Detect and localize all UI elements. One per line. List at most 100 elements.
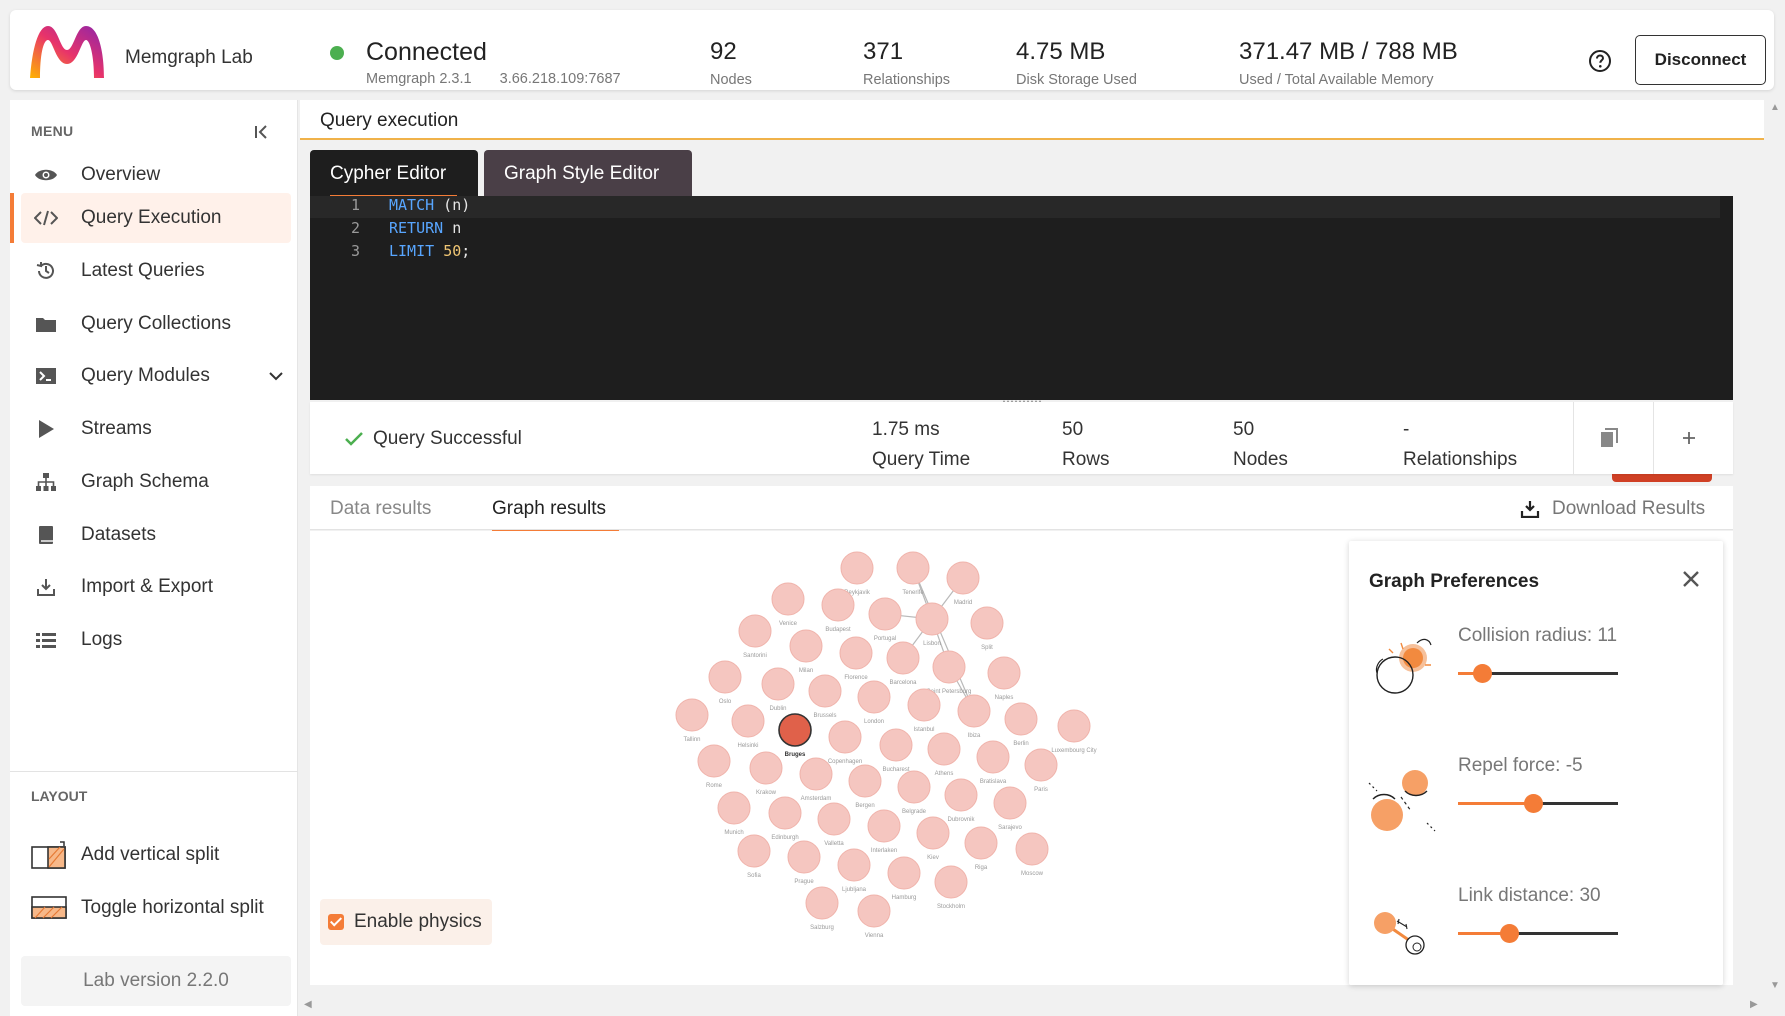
tab-cypher-editor[interactable]: Cypher Editor bbox=[310, 150, 478, 198]
chevron-down-icon[interactable] bbox=[266, 366, 286, 386]
graph-node[interactable] bbox=[717, 791, 751, 825]
graph-node[interactable] bbox=[868, 597, 902, 631]
add-vertical-split-button[interactable]: Add vertical split bbox=[21, 830, 291, 880]
sidebar-item-streams[interactable]: Streams bbox=[21, 404, 291, 454]
download-icon bbox=[1520, 501, 1540, 518]
enable-physics-toggle[interactable]: Enable physics bbox=[320, 899, 492, 945]
graph-node-label: Saint Petersburg bbox=[927, 689, 972, 695]
graph-node[interactable] bbox=[915, 602, 949, 636]
graph-node[interactable] bbox=[817, 802, 851, 836]
sidebar-item-graph-schema[interactable]: Graph Schema bbox=[21, 457, 291, 507]
graph-node-label: Valletta bbox=[824, 841, 844, 847]
link-distance-slider[interactable]: Link distance: 30 bbox=[1349, 885, 1723, 995]
download-results-button[interactable]: Download Results bbox=[1520, 498, 1705, 520]
copy-icon bbox=[1600, 428, 1618, 447]
graph-node[interactable] bbox=[857, 680, 891, 714]
code-editor[interactable]: 1 MATCH (n) 2 RETURN n 3 LIMIT 50; bbox=[310, 196, 1733, 400]
tab-graph-results[interactable]: Graph results bbox=[492, 498, 620, 533]
graph-node[interactable] bbox=[737, 834, 771, 868]
graph-node[interactable] bbox=[848, 764, 882, 798]
graph-canvas[interactable]: Reykjavik Tenerife Madrid Venice Budapest Por… bbox=[310, 531, 1340, 985]
graph-node-label: Split bbox=[981, 645, 993, 651]
graph-node[interactable] bbox=[916, 816, 950, 850]
copy-button[interactable] bbox=[1573, 402, 1643, 474]
graph-node[interactable] bbox=[857, 894, 891, 928]
graph-node[interactable] bbox=[789, 629, 823, 663]
graph-node[interactable] bbox=[708, 660, 742, 694]
graph-node[interactable] bbox=[897, 770, 931, 804]
sidebar-item-import-export[interactable]: Import & Export bbox=[21, 562, 291, 612]
checkbox-checked-icon[interactable] bbox=[328, 914, 344, 930]
graph-node[interactable] bbox=[1004, 702, 1038, 736]
sidebar-item-query-execution[interactable]: Query Execution bbox=[10, 193, 291, 243]
sidebar-item-overview[interactable]: Overview bbox=[21, 150, 291, 200]
sidebar-item-logs[interactable]: Logs bbox=[21, 615, 291, 665]
graph-node[interactable] bbox=[964, 826, 998, 860]
graph-node[interactable] bbox=[934, 865, 968, 899]
graph-node[interactable] bbox=[821, 588, 855, 622]
collapse-sidebar-icon[interactable] bbox=[252, 122, 272, 142]
tab-data-results[interactable]: Data results bbox=[330, 498, 432, 519]
graph-node[interactable] bbox=[749, 751, 783, 785]
graph-node[interactable] bbox=[1024, 748, 1058, 782]
graph-node[interactable] bbox=[837, 848, 871, 882]
query-editor: Cypher Editor Graph Style Editor 1 MATCH… bbox=[310, 150, 1733, 482]
graph-node-label: Rome bbox=[706, 783, 723, 789]
disconnect-button[interactable]: Disconnect bbox=[1635, 35, 1766, 85]
graph-node[interactable] bbox=[976, 740, 1010, 774]
graph-node[interactable] bbox=[787, 840, 821, 874]
graph-node[interactable] bbox=[799, 757, 833, 791]
slider-thumb[interactable] bbox=[1500, 924, 1520, 943]
graph-node[interactable] bbox=[867, 809, 901, 843]
horizontal-scrollbar[interactable]: ◀ ▶ bbox=[300, 995, 1764, 1016]
graph-node[interactable] bbox=[879, 728, 913, 762]
graph-preferences-panel: Graph Preferences Collision radius: 11 bbox=[1349, 541, 1723, 985]
graph-node[interactable] bbox=[944, 778, 978, 812]
graph-node[interactable] bbox=[778, 713, 812, 747]
graph-node[interactable] bbox=[768, 796, 802, 830]
graph-node[interactable] bbox=[1015, 832, 1049, 866]
tab-graph-style-editor[interactable]: Graph Style Editor bbox=[484, 150, 692, 198]
graph-node[interactable] bbox=[946, 561, 980, 595]
graph-node[interactable] bbox=[970, 606, 1004, 640]
graph-node[interactable] bbox=[738, 614, 772, 648]
query-status: Query Successful bbox=[344, 428, 522, 450]
graph-node[interactable] bbox=[1057, 709, 1091, 743]
toggle-horizontal-split-button[interactable]: Toggle horizontal split bbox=[21, 883, 291, 933]
graph-node[interactable] bbox=[993, 786, 1027, 820]
sidebar-item-query-modules[interactable]: Query Modules bbox=[21, 351, 291, 401]
graph-node[interactable] bbox=[808, 674, 842, 708]
vertical-scrollbar[interactable]: ▲ ▼ bbox=[1764, 100, 1785, 995]
graph-node[interactable] bbox=[887, 856, 921, 890]
graph-node[interactable] bbox=[805, 886, 839, 920]
graph-node[interactable] bbox=[840, 551, 874, 585]
graph-node[interactable] bbox=[896, 551, 930, 585]
help-circle-icon[interactable] bbox=[1588, 49, 1612, 73]
graph-node[interactable] bbox=[932, 650, 966, 684]
graph-node[interactable] bbox=[731, 704, 765, 738]
app-name: Memgraph Lab bbox=[125, 47, 253, 68]
graph-edge[interactable] bbox=[912, 567, 975, 712]
graph-node[interactable] bbox=[761, 667, 795, 701]
graph-node[interactable] bbox=[957, 694, 991, 728]
slider-thumb[interactable] bbox=[1524, 794, 1544, 813]
slider-thumb[interactable] bbox=[1473, 664, 1492, 683]
graph-node[interactable] bbox=[675, 698, 709, 732]
repel-force-slider[interactable]: Repel force: -5 bbox=[1349, 755, 1723, 865]
collision-radius-slider[interactable]: Collision radius: 11 bbox=[1349, 625, 1723, 735]
sidebar-item-datasets[interactable]: Datasets bbox=[21, 510, 291, 560]
graph-node[interactable] bbox=[839, 636, 873, 670]
graph-node[interactable] bbox=[828, 720, 862, 754]
sidebar-item-latest-queries[interactable]: Latest Queries bbox=[21, 246, 291, 296]
graph-node[interactable] bbox=[987, 656, 1021, 690]
sidebar-item-query-collections[interactable]: Query Collections bbox=[21, 299, 291, 349]
graph-node[interactable] bbox=[907, 688, 941, 722]
graph-node[interactable] bbox=[697, 744, 731, 778]
graph-node[interactable] bbox=[886, 641, 920, 675]
graph-node-label: Bruges bbox=[785, 752, 806, 758]
graph-node[interactable] bbox=[771, 582, 805, 616]
add-panel-button[interactable] bbox=[1653, 402, 1723, 474]
query-status-bar: Query Successful 1.75 ms Query Time 50 Row… bbox=[310, 402, 1733, 474]
close-icon[interactable] bbox=[1681, 569, 1701, 589]
graph-node[interactable] bbox=[927, 732, 961, 766]
